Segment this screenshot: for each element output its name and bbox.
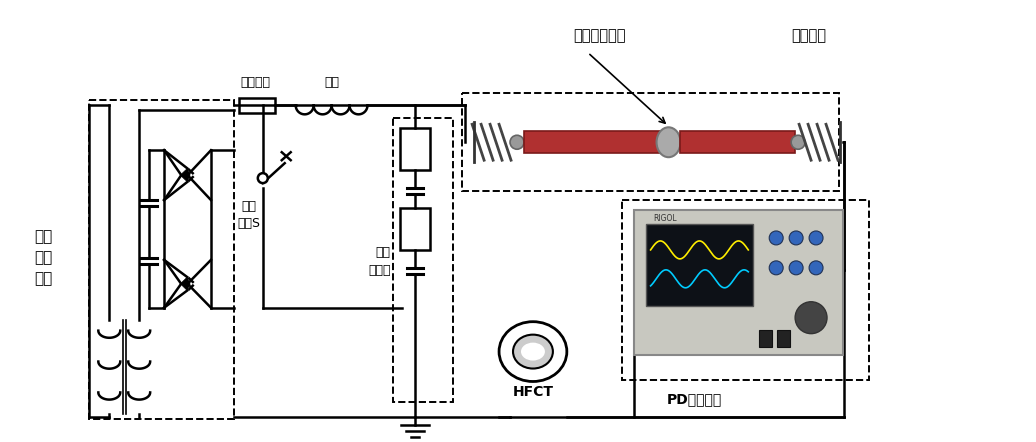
Bar (681, 131, 795, 153)
Bar (645, 224, 753, 306)
Text: 高压
开关S: 高压 开关S (237, 200, 260, 230)
Polygon shape (181, 277, 191, 287)
Bar (462, 93, 839, 191)
Circle shape (258, 173, 267, 183)
Text: 电感: 电感 (324, 76, 339, 89)
Bar (777, 330, 790, 347)
Ellipse shape (499, 322, 567, 381)
Circle shape (809, 261, 823, 275)
Text: 缺陷电缆: 缺陷电缆 (792, 28, 827, 43)
Ellipse shape (513, 335, 553, 369)
Text: RIGOL: RIGOL (654, 213, 678, 222)
Text: HFCT: HFCT (513, 385, 553, 400)
Ellipse shape (657, 127, 681, 157)
Circle shape (792, 135, 805, 149)
Circle shape (795, 302, 827, 334)
Bar (394, 118, 453, 402)
Text: 高压尖端缺陷: 高压尖端缺陷 (574, 28, 626, 43)
Circle shape (510, 135, 524, 149)
Text: 高压
直流
电源: 高压 直流 电源 (34, 229, 53, 286)
Circle shape (809, 231, 823, 245)
Circle shape (789, 231, 803, 245)
Text: 限流电阻: 限流电阻 (240, 76, 270, 89)
Polygon shape (181, 280, 191, 290)
Bar (759, 330, 772, 347)
Bar (400, 128, 430, 170)
Text: PD采集单元: PD采集单元 (667, 392, 722, 407)
Circle shape (769, 261, 783, 275)
Bar (400, 208, 430, 250)
Polygon shape (181, 171, 191, 182)
Bar (634, 210, 843, 354)
Bar (89, 100, 234, 419)
Circle shape (789, 261, 803, 275)
Text: 阻容
分压器: 阻容 分压器 (368, 246, 391, 278)
Circle shape (769, 231, 783, 245)
Bar (239, 98, 275, 113)
Polygon shape (181, 168, 191, 179)
Ellipse shape (521, 343, 545, 361)
Bar (622, 200, 869, 380)
Bar (524, 131, 668, 153)
